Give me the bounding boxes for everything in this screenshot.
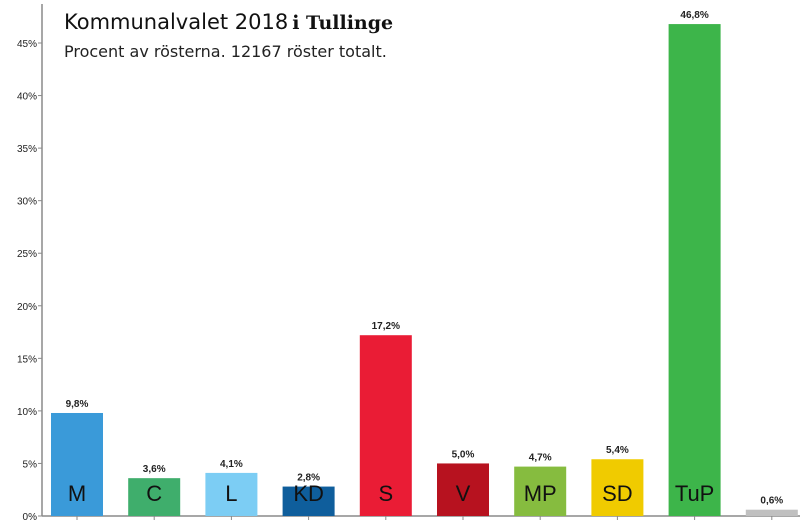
category-label: KD — [293, 481, 324, 506]
value-label: 5,0% — [452, 449, 475, 460]
value-label: 4,7% — [529, 453, 552, 464]
value-label: 4,1% — [220, 459, 243, 470]
y-tick-label: 5% — [23, 459, 38, 470]
bar-m[interactable] — [51, 412, 103, 516]
category-label: TuP — [675, 481, 715, 506]
bar-l[interactable] — [205, 472, 258, 516]
bar-ovriga[interactable] — [745, 509, 798, 516]
y-tick-label: 10% — [17, 407, 37, 418]
bar-v[interactable] — [437, 463, 489, 516]
y-tick-label: 35% — [17, 144, 37, 155]
chart-title: Kommunalvalet 2018 i Tullinge — [64, 10, 393, 34]
value-label: 5,4% — [606, 445, 629, 456]
value-label: 9,8% — [66, 399, 89, 410]
chart-title-main: Kommunalvalet 2018 — [64, 10, 289, 34]
chart-subtitle: Procent av rösterna. 12167 röster totalt… — [64, 42, 387, 61]
bar-kd[interactable] — [282, 486, 335, 516]
category-label: M — [68, 481, 86, 506]
category-label: SD — [602, 481, 633, 506]
bar-sd[interactable] — [591, 459, 644, 516]
value-label: 17,2% — [372, 321, 400, 332]
chart-title-place: i Tullinge — [292, 12, 394, 34]
bar-s[interactable] — [359, 335, 412, 516]
category-label: S — [378, 481, 393, 506]
bar-c[interactable] — [128, 478, 181, 516]
value-label: 46,8% — [680, 10, 708, 21]
category-label: C — [146, 481, 162, 506]
category-label: L — [225, 481, 237, 506]
category-label: V — [456, 481, 471, 506]
y-tick-label: 45% — [17, 39, 37, 50]
value-label: 0,6% — [760, 496, 783, 507]
category-label: MP — [524, 481, 557, 506]
value-label: 2,8% — [297, 473, 320, 484]
y-tick-label: 0% — [23, 512, 38, 522]
y-tick-label: 20% — [17, 302, 37, 313]
bar-mp[interactable] — [514, 466, 567, 516]
y-tick-label: 30% — [17, 197, 37, 208]
y-tick-label: 25% — [17, 249, 37, 260]
y-tick-label: 15% — [17, 354, 37, 365]
y-tick-label: 40% — [17, 92, 37, 103]
value-label: 3,6% — [143, 464, 166, 475]
bar-tup[interactable] — [668, 24, 721, 517]
